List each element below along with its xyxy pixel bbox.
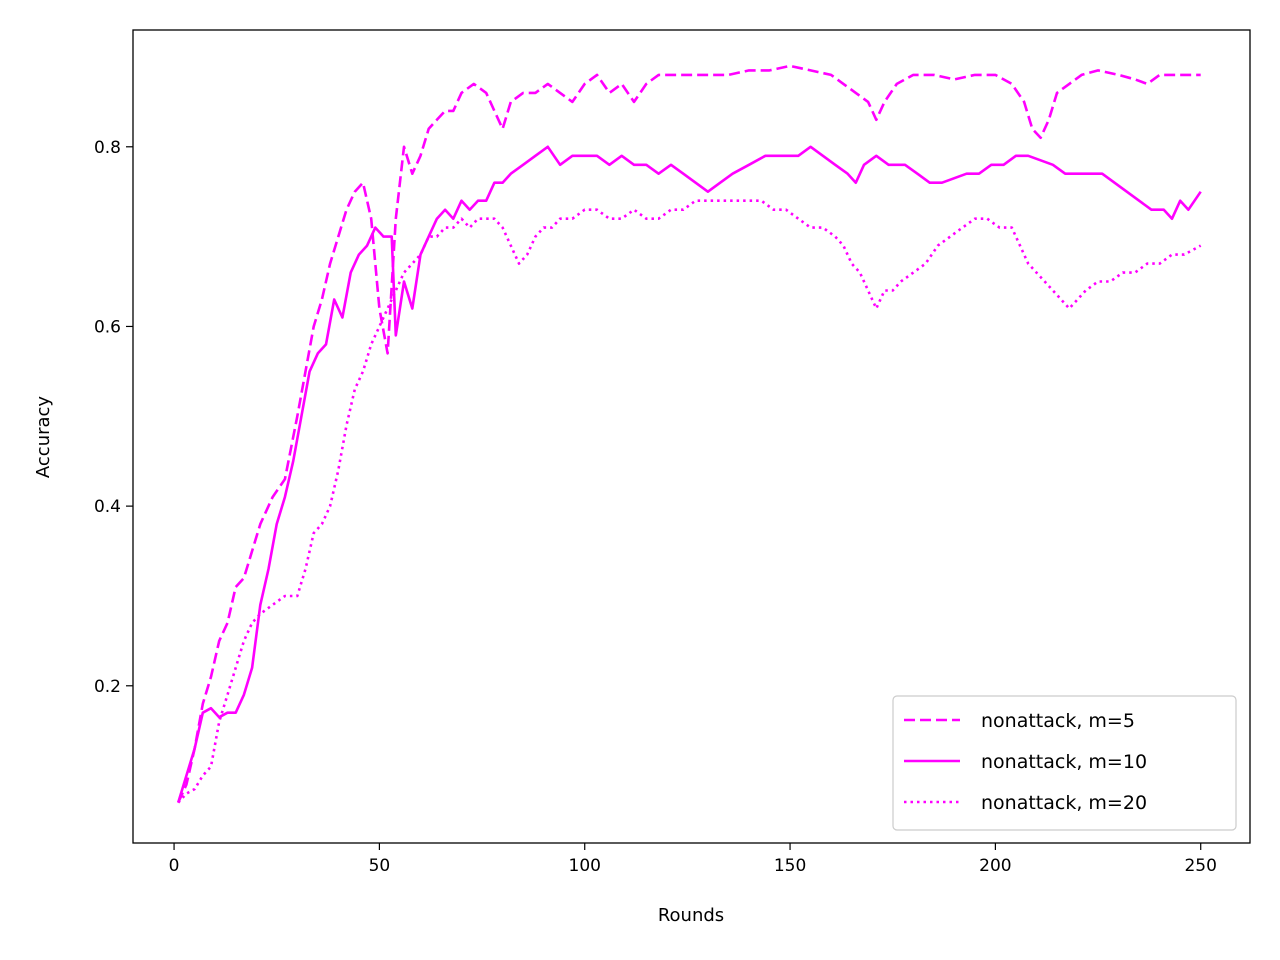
legend-label-3: nonattack, m=20 bbox=[981, 792, 1147, 814]
y-tick-label: 0.8 bbox=[94, 138, 121, 158]
y-tick-label: 0.4 bbox=[94, 497, 121, 517]
series-line-3 bbox=[177, 199, 1202, 804]
series-line-1 bbox=[177, 64, 1201, 804]
series-layer bbox=[176, 64, 1202, 804]
x-tick-label: 100 bbox=[569, 856, 601, 876]
y-tick-label: 0.2 bbox=[94, 677, 121, 697]
x-tick-label: 200 bbox=[979, 856, 1011, 876]
legend: nonattack, m=5 nonattack, m=10 nonattack, … bbox=[892, 695, 1237, 831]
x-tick-label: 0 bbox=[169, 856, 180, 876]
legend-label-1: nonattack, m=5 bbox=[981, 710, 1135, 732]
x-axis-ticks: 0 50 100 150 200 250 bbox=[169, 843, 1217, 876]
plot-frame bbox=[132, 29, 1251, 844]
series-line-2 bbox=[176, 145, 1202, 803]
y-tick-label: 0.6 bbox=[94, 317, 121, 337]
y-axis-label: Accuracy bbox=[33, 396, 54, 479]
x-axis-label: Rounds bbox=[658, 905, 724, 926]
x-tick-label: 150 bbox=[774, 856, 806, 876]
x-tick-label: 250 bbox=[1184, 856, 1216, 876]
y-axis-ticks: 0.2 0.4 0.6 0.8 bbox=[94, 138, 133, 697]
legend-label-2: nonattack, m=10 bbox=[981, 751, 1147, 773]
x-tick-label: 50 bbox=[369, 856, 391, 876]
legend-box bbox=[892, 695, 1237, 831]
